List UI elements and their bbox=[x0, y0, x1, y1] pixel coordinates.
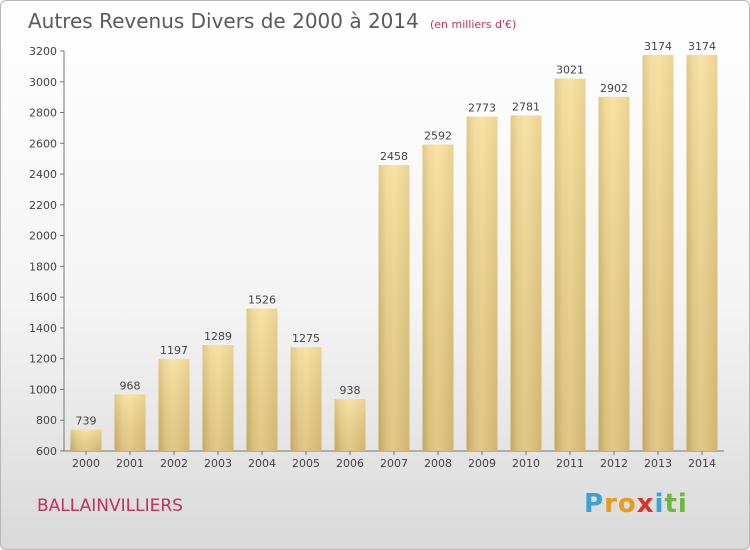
data-label: 739 bbox=[76, 415, 97, 428]
x-tick-label: 2002 bbox=[160, 457, 188, 470]
y-tick-label: 3000 bbox=[29, 76, 57, 89]
bar-shade bbox=[466, 116, 498, 451]
x-tick-label: 2001 bbox=[116, 457, 144, 470]
data-label: 3021 bbox=[556, 64, 584, 77]
chart-title: Autres Revenus Divers de 2000 à 2014 bbox=[28, 9, 419, 33]
y-tick-label: 2200 bbox=[29, 199, 57, 212]
data-label: 2902 bbox=[600, 82, 628, 95]
x-tick-label: 2009 bbox=[468, 457, 496, 470]
data-label: 2781 bbox=[512, 100, 540, 113]
y-tick-label: 1200 bbox=[29, 353, 57, 366]
y-tick-label: 1000 bbox=[29, 383, 57, 396]
data-label: 1197 bbox=[160, 344, 188, 357]
x-tick-label: 2012 bbox=[600, 457, 628, 470]
bar-shade bbox=[642, 55, 674, 451]
data-label: 3174 bbox=[688, 40, 716, 53]
x-tick-label: 2013 bbox=[644, 457, 672, 470]
logo-letter: r bbox=[604, 489, 618, 519]
data-label: 1275 bbox=[292, 332, 320, 345]
x-tick-label: 2011 bbox=[556, 457, 584, 470]
bar-shade bbox=[114, 394, 146, 451]
y-tick-label: 3200 bbox=[29, 45, 57, 58]
data-label: 2773 bbox=[468, 102, 496, 115]
x-tick-label: 2000 bbox=[72, 457, 100, 470]
data-label: 938 bbox=[340, 384, 361, 397]
data-label: 2592 bbox=[424, 130, 452, 143]
x-tick-label: 2006 bbox=[336, 457, 364, 470]
logo-letter: t bbox=[664, 489, 678, 519]
y-tick-label: 1400 bbox=[29, 322, 57, 335]
data-label: 1289 bbox=[204, 330, 232, 343]
bar-shade bbox=[246, 308, 278, 451]
bar-shade bbox=[290, 347, 322, 451]
y-tick-label: 1600 bbox=[29, 291, 57, 304]
y-tick-label: 600 bbox=[36, 445, 57, 458]
data-label: 3174 bbox=[644, 40, 672, 53]
bar-shade bbox=[686, 55, 718, 451]
bar-shade bbox=[510, 115, 542, 451]
logo-letter: x bbox=[636, 489, 655, 519]
place-name: BALLAINVILLIERS bbox=[37, 496, 183, 516]
bar-shade bbox=[422, 144, 454, 452]
data-label: 1526 bbox=[248, 294, 276, 307]
bar-shade bbox=[598, 96, 630, 451]
y-tick-label: 1800 bbox=[29, 260, 57, 273]
bar-shade bbox=[202, 345, 234, 451]
data-label: 2458 bbox=[380, 150, 408, 163]
y-tick-label: 2600 bbox=[29, 137, 57, 150]
x-tick-label: 2014 bbox=[688, 457, 716, 470]
x-tick-label: 2005 bbox=[292, 457, 320, 470]
x-tick-label: 2003 bbox=[204, 457, 232, 470]
bar-shade bbox=[554, 78, 586, 452]
bar-shade bbox=[70, 429, 102, 451]
bar-shade bbox=[158, 359, 190, 451]
x-tick-label: 2007 bbox=[380, 457, 408, 470]
proxiti-logo[interactable]: Proxiti bbox=[584, 489, 688, 519]
logo-letter: i bbox=[654, 489, 665, 519]
chart-value-labels: 739 968 1197 1289 1526 1275 938 2458 2592 2773 278… bbox=[76, 40, 717, 428]
x-tick-label: 2004 bbox=[248, 457, 276, 470]
chart-axes: 600 800 1000 1200 1400 1600 1800 2000 2200 2400 26… bbox=[29, 45, 724, 470]
y-tick-label: 800 bbox=[36, 414, 57, 427]
chart-title-block: Autres Revenus Divers de 2000 à 2014 (en… bbox=[28, 9, 516, 33]
bar-shade bbox=[378, 165, 410, 451]
x-tick-label: 2008 bbox=[424, 457, 452, 470]
logo-letter: i bbox=[677, 489, 688, 519]
x-tick-label: 2010 bbox=[512, 457, 540, 470]
bar-shade bbox=[334, 399, 366, 451]
chart-bars bbox=[70, 55, 718, 452]
data-label: 968 bbox=[120, 379, 141, 392]
logo-letter: o bbox=[617, 489, 637, 519]
y-tick-label: 2800 bbox=[29, 107, 57, 120]
y-tick-label: 2400 bbox=[29, 168, 57, 181]
y-tick-label: 2000 bbox=[29, 230, 57, 243]
logo-letter: P bbox=[584, 489, 605, 519]
chart-subtitle: (en milliers d'€) bbox=[429, 18, 517, 31]
